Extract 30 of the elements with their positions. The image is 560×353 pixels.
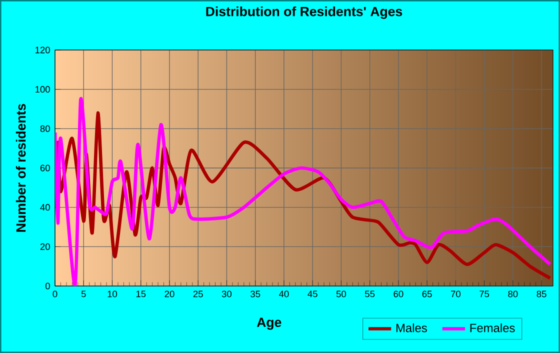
x-tick-label: 65: [422, 290, 432, 298]
y-tick-label: 60: [40, 164, 50, 172]
x-tick-label: 75: [480, 290, 490, 298]
legend-label: Males: [396, 323, 427, 332]
x-tick-label: 25: [193, 290, 203, 298]
y-axis-title: Number of residents: [16, 104, 26, 232]
x-tick-label: 30: [222, 290, 232, 298]
x-tick-label: 0: [52, 290, 58, 298]
x-tick-label: 85: [536, 290, 546, 298]
x-tick-label: 5: [81, 290, 86, 298]
y-tick-label: 80: [40, 125, 50, 132]
x-tick-label: 15: [136, 290, 146, 298]
x-tick-label: 40: [279, 290, 289, 298]
legend-label: Females: [470, 323, 515, 332]
chart-title: Distribution of Residents' Ages: [206, 6, 402, 19]
x-tick-label: 20: [164, 290, 174, 298]
x-tick-label: 45: [308, 290, 318, 298]
x-axis-title: Age: [256, 318, 282, 330]
x-tick-label: 35: [250, 290, 260, 298]
x-tick-label: 10: [108, 290, 118, 298]
x-tick-label: 70: [450, 290, 460, 298]
y-tick-label: 120: [36, 46, 50, 54]
x-tick-label: 60: [394, 290, 404, 298]
y-tick-label: 40: [40, 204, 50, 211]
x-tick-label: 50: [336, 290, 346, 298]
y-tick-label: 100: [36, 86, 50, 93]
y-tick-label: 20: [40, 243, 50, 250]
x-tick-label: 80: [508, 290, 518, 298]
x-tick-label: 55: [365, 290, 375, 298]
y-tick-label: 0: [45, 282, 50, 290]
